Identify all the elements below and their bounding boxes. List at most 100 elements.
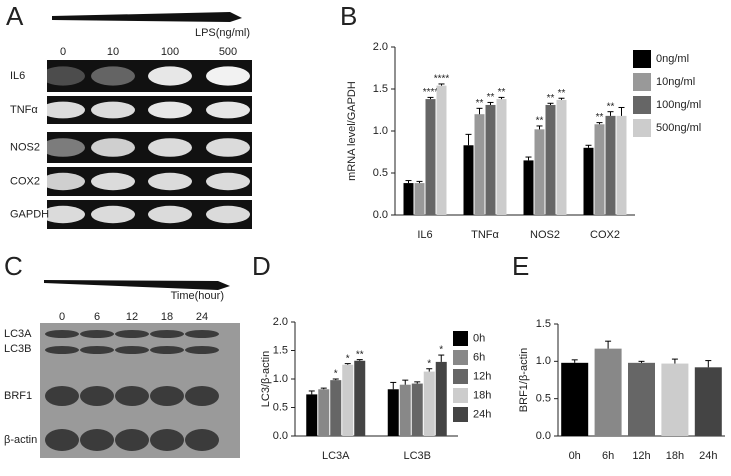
significance: * (439, 345, 443, 356)
x-tick-label: NOS2 (530, 229, 560, 241)
gel-band (206, 66, 250, 86)
bar (556, 99, 567, 215)
row-label: COX2 (10, 175, 40, 187)
x-tick-label: TNFα (471, 229, 499, 241)
blot-band (45, 386, 79, 406)
bar (496, 99, 507, 215)
significance: ** (547, 93, 555, 104)
bar (436, 85, 447, 215)
gel-band (41, 205, 85, 224)
legend-label: 24h (473, 408, 491, 420)
blot-band (150, 346, 184, 354)
lane-label: 500 (219, 46, 237, 58)
legend-label: 6h (473, 351, 485, 363)
legend-label: 0h (473, 332, 485, 344)
significance: ** (356, 349, 364, 360)
bar (694, 367, 722, 436)
gel-band (148, 101, 192, 119)
x-tick-label: LC3A (322, 450, 350, 462)
gel-band (91, 205, 135, 224)
significance: ** (498, 87, 506, 98)
y-tick-label: 2.0 (273, 316, 288, 328)
blot-band (115, 386, 149, 406)
bar (605, 115, 616, 215)
lane-label: 0 (60, 46, 66, 58)
legend-swatch (633, 73, 651, 91)
y-tick-label: 0.5 (373, 167, 388, 179)
legend-label: 18h (473, 389, 491, 401)
row-label: BRF1 (4, 390, 32, 402)
legend-swatch (633, 50, 651, 68)
significance: ** (607, 101, 615, 112)
significance: * (427, 358, 431, 369)
y-tick-label: 0.5 (273, 401, 288, 413)
bar (534, 129, 545, 215)
bar (583, 147, 594, 215)
arrow (44, 280, 230, 290)
significance: **** (434, 74, 450, 85)
bar (474, 114, 485, 215)
y-axis-label: mRNA level/GAPDH (346, 81, 358, 181)
gel-band (91, 172, 135, 191)
gel-band (148, 138, 192, 157)
gel-band (206, 205, 250, 224)
gel-band (91, 66, 135, 86)
bar (423, 371, 435, 436)
blot-band (150, 429, 184, 451)
x-tick-label: 12h (632, 450, 650, 462)
bar (435, 361, 447, 436)
row-label: β-actin (4, 434, 37, 446)
significance: ** (558, 88, 566, 99)
x-tick-label: LC3B (403, 450, 431, 462)
x-tick-label: IL6 (417, 229, 432, 241)
bar (330, 380, 342, 436)
bar (661, 363, 689, 436)
y-tick-label: 1.0 (536, 355, 551, 367)
blot-band (185, 386, 219, 406)
bar (387, 389, 399, 436)
blot-band (185, 346, 219, 354)
x-tick-label: 0h (569, 450, 581, 462)
x-tick-label: 24h (699, 450, 717, 462)
y-axis-label: BRF1/β-actin (518, 348, 530, 412)
y-tick-label: 0.5 (536, 393, 551, 405)
bar (594, 348, 622, 436)
blot-band (115, 346, 149, 354)
blot-band (80, 429, 114, 451)
x-tick-label: 6h (602, 450, 614, 462)
bar (425, 99, 436, 215)
gel-band (91, 138, 135, 157)
bar (545, 104, 556, 215)
x-tick-label: 18h (666, 450, 684, 462)
gel-band (148, 66, 192, 86)
gel-band (41, 66, 85, 86)
blot-band (45, 346, 79, 354)
legend-swatch (633, 119, 651, 137)
legend-label: 100ng/ml (656, 99, 701, 111)
bar (561, 362, 589, 436)
row-label: TNFα (10, 104, 38, 116)
lane-label: 24 (196, 311, 208, 323)
blot-band (45, 330, 79, 338)
blot-band (45, 429, 79, 451)
row-label: IL6 (10, 70, 25, 82)
y-tick-label: 1.0 (373, 125, 388, 137)
gel-band (41, 172, 85, 191)
y-tick-label: 1.5 (536, 318, 551, 330)
lane-label: 100 (161, 46, 179, 58)
blot-band (115, 330, 149, 338)
treatment-label: LPS(ng/ml) (195, 27, 250, 39)
x-tick-label: COX2 (590, 229, 620, 241)
gel-band (206, 172, 250, 191)
y-axis-label: LC3/β-actin (260, 351, 272, 407)
significance: ** (596, 112, 604, 123)
blot-band (80, 330, 114, 338)
bar (628, 362, 655, 436)
bar (318, 389, 330, 436)
row-label: GAPDH (10, 208, 49, 220)
y-tick-label: 0.0 (273, 430, 288, 442)
legend-label: 12h (473, 370, 491, 382)
blot-band (185, 330, 219, 338)
y-tick-label: 1.5 (273, 344, 288, 356)
